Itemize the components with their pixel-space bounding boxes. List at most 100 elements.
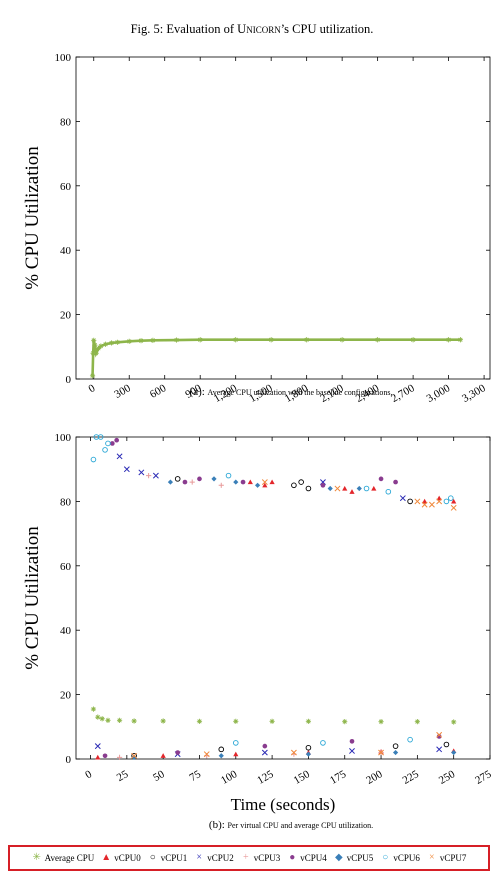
marker-0-14 — [197, 337, 203, 343]
marker-3-8 — [261, 749, 268, 756]
legend-marker-icon: ✳ — [32, 852, 41, 863]
y-tick-label: 100 — [55, 432, 72, 444]
legend-label: vCPU1 — [160, 853, 188, 863]
marker-1-4 — [349, 489, 355, 494]
legend-marker-icon: ● — [289, 852, 296, 863]
marker-2-6 — [218, 746, 225, 753]
x-tick-label: 600 — [148, 382, 169, 401]
legend-label: vCPU4 — [300, 853, 327, 863]
chart-1: 0 20 40 60 80 100 0 25 50 75 100 125 150 175 200 225 250… — [22, 432, 494, 831]
marker-8-11 — [436, 731, 443, 738]
marker-0-2 — [91, 337, 97, 343]
marker-5-8 — [102, 753, 108, 759]
marker-0-1 — [95, 714, 101, 720]
legend-item: + vCPU3 — [241, 853, 280, 864]
x-tick-label: 0 — [86, 382, 97, 395]
legend-item: ✳ Average CPU — [32, 852, 95, 864]
marker-0-21 — [446, 337, 452, 343]
marker-0-13 — [414, 719, 420, 725]
marker-8-0 — [261, 479, 268, 486]
marker-0-12 — [150, 337, 156, 343]
marker-0-7 — [196, 718, 203, 724]
series-vcpu6 — [90, 434, 454, 746]
marker-7-2 — [97, 434, 104, 440]
legend-marker-icon: ○ — [382, 852, 389, 863]
series-vcpu1 — [131, 476, 450, 759]
series-vcpu7 — [131, 479, 457, 759]
marker-5-6 — [378, 476, 384, 482]
y-tick-label: 60 — [60, 181, 72, 193]
marker-0-1 — [90, 350, 96, 356]
legend-label: Average CPU — [44, 853, 95, 863]
legend-marker-icon: ◆ — [334, 852, 343, 863]
y-tick-label: 0 — [66, 374, 72, 386]
marker-7-10 — [232, 740, 239, 746]
marker-2-4 — [407, 498, 413, 505]
marker-0-9 — [114, 339, 120, 345]
legend-marker-icon: ▲ — [101, 852, 112, 863]
marker-6-5 — [356, 485, 362, 492]
marker-0-5 — [131, 718, 137, 724]
marker-8-6 — [450, 504, 457, 511]
x-tick-label: 3,000 — [425, 382, 453, 405]
legend-item: ○ vCPU1 — [148, 853, 188, 864]
marker-3-9 — [349, 747, 355, 754]
marker-7-5 — [225, 472, 232, 479]
marker-5-7 — [393, 479, 398, 485]
marker-0-16 — [268, 337, 274, 343]
y-tick-label: 80 — [60, 116, 72, 128]
x-tick-label: 100 — [219, 768, 240, 787]
legend-label: vCPU6 — [393, 853, 420, 863]
x-tick-label: 150 — [292, 768, 313, 787]
marker-1-2 — [269, 479, 275, 485]
marker-1-1 — [262, 482, 268, 488]
marker-7-3 — [102, 447, 108, 453]
marker-4-3 — [116, 754, 123, 760]
subfigure-caption: (a): Average CPU utilization with the ba… — [190, 386, 393, 398]
marker-0-17 — [304, 337, 310, 343]
marker-2-2 — [298, 479, 304, 485]
marker-8-5 — [436, 498, 443, 505]
marker-5-10 — [262, 743, 268, 749]
marker-6-8 — [305, 751, 312, 757]
subfigure-caption: (b): Per virtual CPU and average CPU uti… — [209, 819, 373, 831]
x-tick-label: 175 — [328, 768, 349, 787]
marker-5-3 — [197, 476, 202, 482]
marker-0-18 — [339, 337, 345, 343]
legend-item: × vCPU2 — [194, 853, 233, 864]
marker-2-9 — [443, 741, 450, 748]
marker-5-0 — [109, 441, 115, 446]
y-tick-label: 80 — [60, 496, 72, 508]
marker-0-15 — [233, 337, 239, 343]
marker-0-5 — [95, 345, 102, 352]
marker-0-9 — [269, 718, 275, 724]
legend: ✳ Average CPU ▲ vCPU0 ○ vCPU1 × vCPU2 + vCPU3 ● vCP… — [8, 845, 490, 871]
marker-0-0 — [89, 373, 96, 379]
legend-item: ○ vCPU6 — [380, 852, 420, 864]
marker-7-0 — [90, 456, 97, 463]
marker-0-12 — [378, 719, 384, 725]
y-axis-label: % CPU Utilization — [22, 146, 43, 290]
x-tick-label: 200 — [364, 768, 385, 787]
marker-0-11 — [138, 338, 144, 344]
marker-0-7 — [102, 341, 109, 347]
series-vcpu4 — [102, 437, 442, 759]
marker-6-2 — [233, 479, 239, 485]
series-vcpu5 — [131, 476, 457, 760]
marker-3-0 — [116, 453, 123, 460]
marker-2-7 — [305, 744, 312, 751]
x-axis-label: Time (seconds) — [231, 795, 336, 814]
marker-7-12 — [407, 736, 413, 743]
legend-label: vCPU0 — [114, 853, 141, 863]
marker-0-22 — [457, 337, 464, 343]
y-tick-label: 0 — [66, 754, 72, 766]
marker-0-3 — [105, 717, 111, 723]
x-tick-label: 75 — [187, 768, 203, 784]
x-tick-label: 250 — [437, 768, 458, 787]
marker-1-11 — [233, 751, 239, 757]
marker-5-1 — [114, 437, 120, 443]
legend-label: vCPU7 — [439, 853, 467, 863]
figure-title-brand: Unicorn — [237, 22, 281, 36]
marker-1-8 — [451, 498, 457, 504]
